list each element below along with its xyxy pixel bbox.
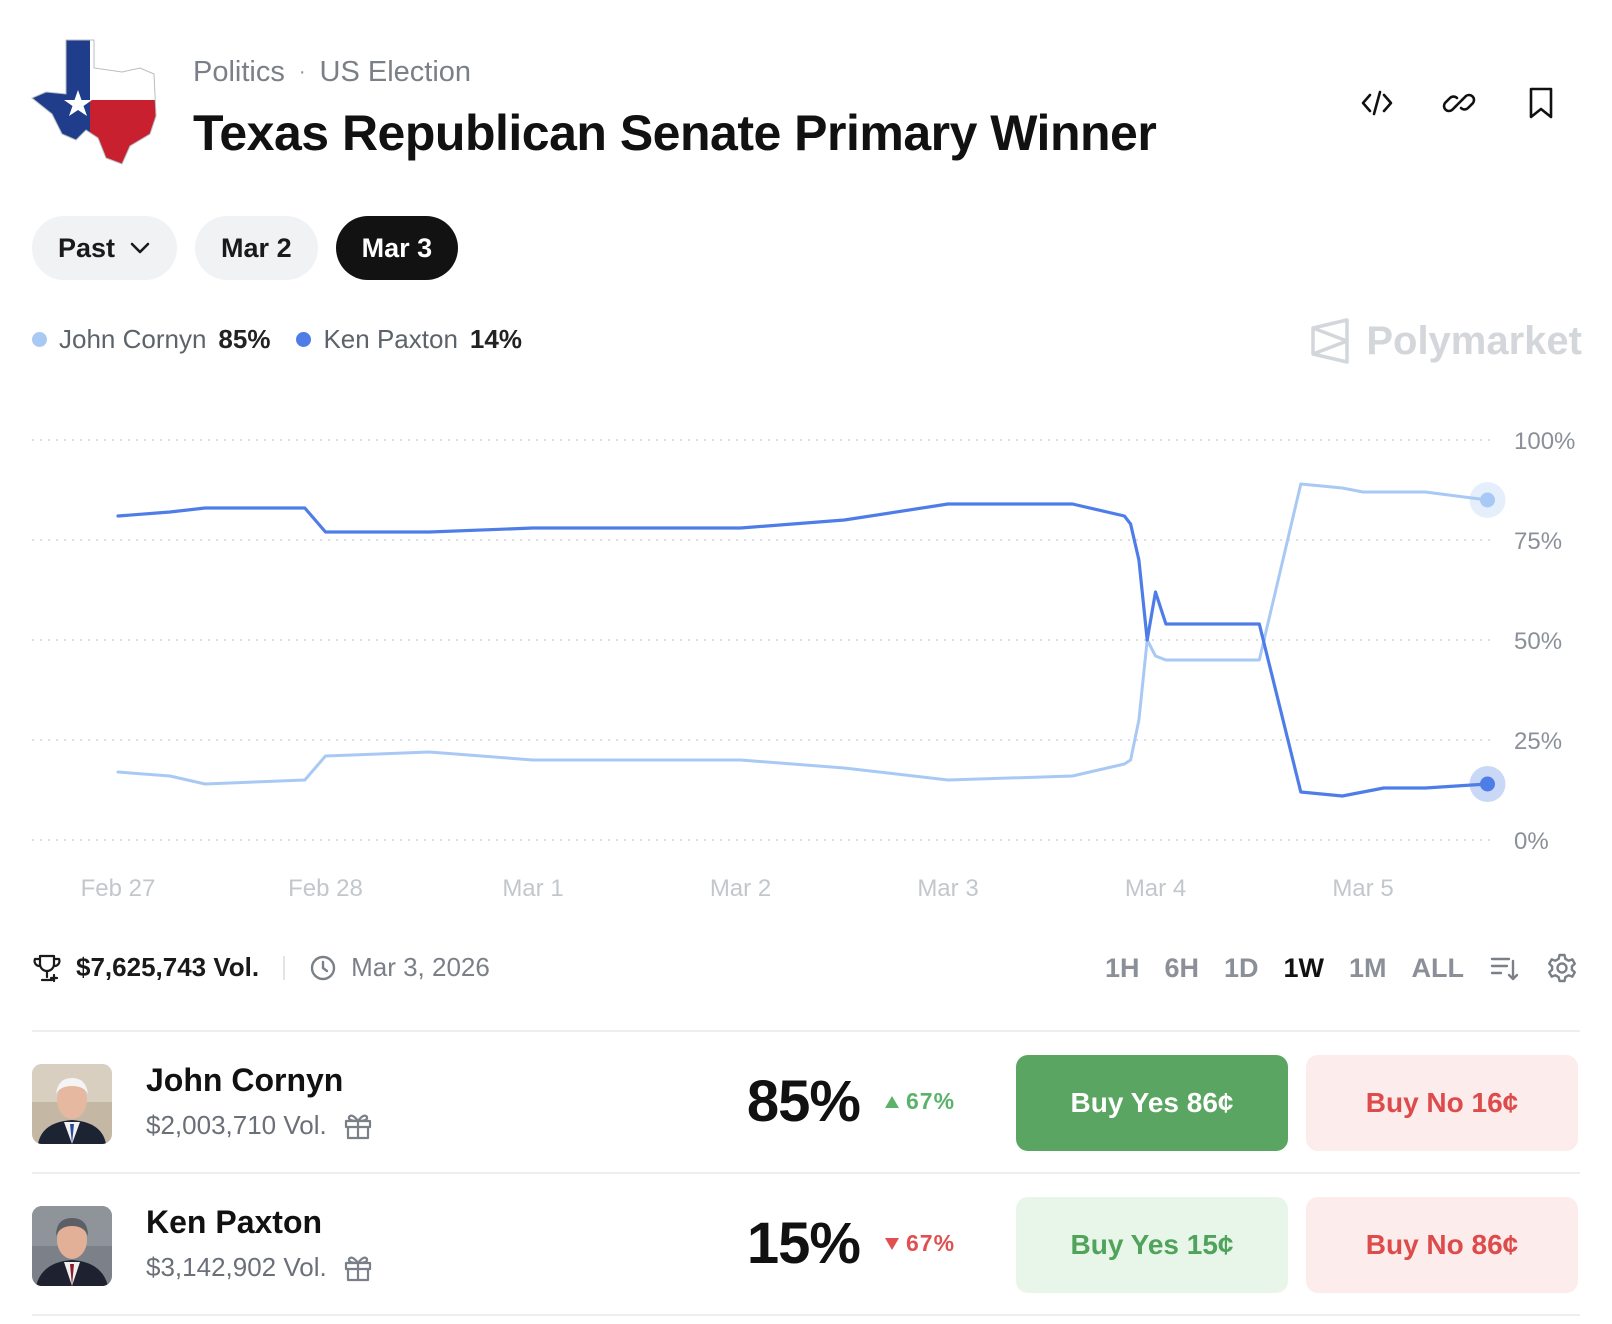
triangle-down-icon (885, 1237, 899, 1250)
chart-legend: John Cornyn 85% Ken Paxton 14% (32, 324, 522, 355)
price-chart[interactable]: 100% 75% 50% 25% 0% Feb 27 Feb 28 Mar 1 Mar 2 Ma… (0, 400, 1612, 900)
y-tick-label: 100% (1514, 428, 1575, 455)
legend-name: John Cornyn (59, 324, 207, 354)
probability-change: 67% (884, 1088, 955, 1115)
legend-name: Ken Paxton (323, 324, 458, 354)
legend-dot (32, 332, 47, 347)
legend-value: 14% (469, 324, 522, 354)
change-value: 67% (906, 1230, 956, 1256)
y-tick-label: 50% (1514, 628, 1562, 655)
outcome-row-paxton[interactable]: Ken Paxton $3,142,902 Vol. 15% 67% Buy Y… (32, 1174, 1580, 1320)
legend-value: 85% (218, 324, 271, 354)
range-1d[interactable]: 1D (1223, 952, 1259, 983)
end-date: Mar 3, 2026 (351, 952, 490, 982)
candidate-volume-text: $3,142,902 Vol. (146, 1252, 327, 1282)
candidate-name: Ken Paxton (146, 1204, 323, 1240)
breadcrumb: Politics · US Election (193, 56, 471, 89)
total-volume: $7,625,743 Vol. (76, 952, 260, 982)
legend-item-paxton: Ken Paxton 14% (296, 324, 522, 355)
market-meta: $7,625,743 Vol. Mar 3, 2026 (32, 952, 490, 983)
divider (283, 955, 286, 980)
gear-icon[interactable] (1546, 952, 1578, 984)
section-divider (32, 1030, 1580, 1032)
x-tick-label: Mar 4 (1125, 875, 1186, 900)
polymarket-watermark: Polymarket (1310, 318, 1582, 364)
gift-icon[interactable] (343, 1253, 373, 1283)
x-tick-label: Mar 2 (710, 875, 771, 900)
x-tick-label: Feb 28 (288, 875, 363, 900)
time-range-selector: 1H 6H 1D 1W 1M ALL (1105, 952, 1578, 984)
gift-icon[interactable] (343, 1111, 373, 1141)
row-divider (32, 1314, 1580, 1316)
date-tab-label: Past (58, 232, 116, 263)
date-tab-past[interactable]: Past (32, 216, 178, 280)
avatar (32, 1206, 112, 1286)
series-end-marker (1480, 776, 1495, 792)
polymarket-logo-icon (1311, 318, 1350, 364)
x-tick-label: Mar 3 (917, 875, 978, 900)
sort-icon[interactable] (1489, 953, 1521, 983)
candidate-volume-text: $2,003,710 Vol. (146, 1110, 327, 1140)
range-1h[interactable]: 1H (1104, 952, 1140, 983)
x-tick-label: Mar 1 (502, 875, 563, 900)
series-line (116, 482, 1489, 786)
buy-no-button[interactable]: Buy No 16¢ (1306, 1055, 1578, 1151)
breadcrumb-category[interactable]: Politics (193, 56, 285, 88)
outcome-probability: 15% (746, 1211, 861, 1276)
link-icon[interactable] (1440, 84, 1478, 122)
breadcrumb-subcategory[interactable]: US Election (319, 56, 472, 88)
date-tab-label: Mar 3 (361, 232, 433, 263)
candidate-volume: $3,142,902 Vol. (146, 1252, 373, 1283)
legend-item-cornyn: John Cornyn 85% (32, 324, 270, 355)
page-title: Texas Republican Senate Primary Winner (193, 105, 1157, 161)
x-tick-label: Feb 27 (81, 875, 156, 900)
clock-icon (310, 955, 336, 980)
bookmark-icon[interactable] (1522, 84, 1560, 122)
chevron-down-icon (130, 242, 150, 254)
outcome-probability: 85% (746, 1069, 861, 1134)
change-value: 67% (906, 1088, 956, 1114)
y-tick-label: 0% (1514, 828, 1549, 855)
buy-no-button[interactable]: Buy No 86¢ (1306, 1197, 1578, 1293)
x-tick-label: Mar 5 (1332, 875, 1393, 900)
range-6h[interactable]: 6H (1164, 952, 1199, 983)
candidate-name: John Cornyn (146, 1062, 344, 1098)
range-1w[interactable]: 1W (1283, 952, 1325, 983)
range-1m[interactable]: 1M (1349, 952, 1387, 983)
probability-change: 67% (884, 1230, 955, 1257)
texas-flag-logo (30, 38, 162, 170)
y-tick-label: 75% (1514, 528, 1562, 555)
date-tab-mar2[interactable]: Mar 2 (195, 216, 318, 280)
embed-icon[interactable] (1358, 84, 1396, 122)
avatar (32, 1064, 112, 1144)
brand-name: Polymarket (1366, 318, 1582, 363)
outcome-row-cornyn[interactable]: John Cornyn $2,003,710 Vol. 85% 67% Buy … (32, 1032, 1580, 1178)
triangle-up-icon (885, 1095, 899, 1108)
y-tick-label: 25% (1514, 728, 1562, 755)
candidate-volume: $2,003,710 Vol. (146, 1110, 373, 1141)
trophy-icon (33, 954, 61, 982)
range-all[interactable]: ALL (1411, 952, 1464, 983)
date-tab-mar3[interactable]: Mar 3 (335, 216, 459, 280)
series-end-marker (1480, 492, 1495, 508)
legend-dot (296, 332, 312, 347)
series-line (116, 502, 1490, 798)
buy-yes-button[interactable]: Buy Yes 86¢ (1016, 1055, 1288, 1151)
header-actions (1358, 84, 1560, 122)
date-tabs: Past Mar 2 Mar 3 (32, 216, 459, 280)
buy-yes-button[interactable]: Buy Yes 15¢ (1016, 1197, 1288, 1293)
date-tab-label: Mar 2 (221, 232, 292, 263)
row-divider (32, 1172, 1580, 1174)
breadcrumb-separator: · (298, 61, 306, 83)
